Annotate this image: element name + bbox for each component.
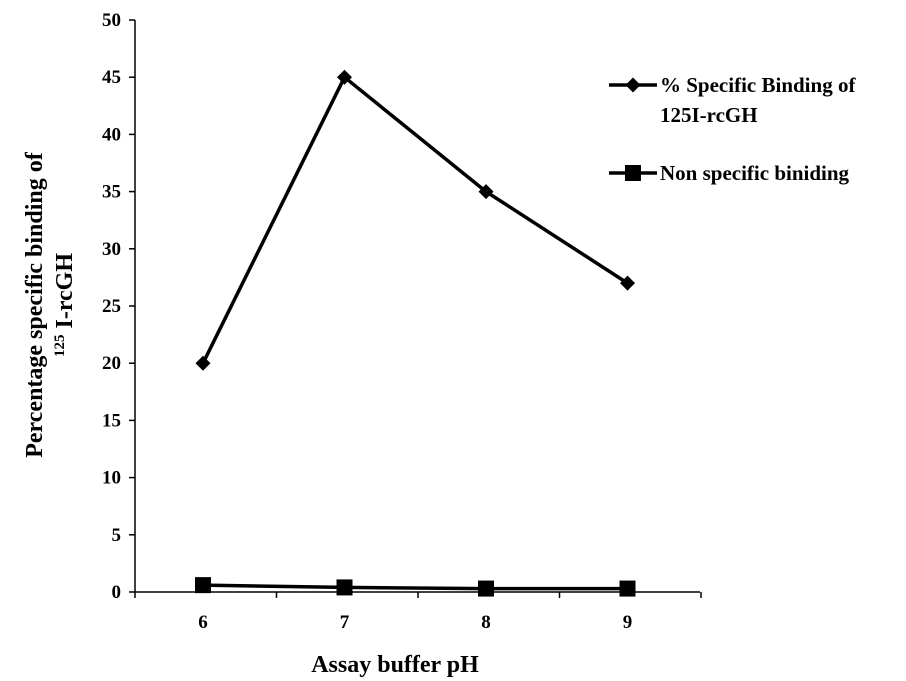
x-tick-label: 7 xyxy=(340,612,350,633)
y-axis-title: Percentage specific binding of 125 I-rcG… xyxy=(22,151,78,458)
data-point xyxy=(619,580,636,597)
axes xyxy=(129,19,702,598)
series-2 xyxy=(195,577,636,597)
y-tick-label: 45 xyxy=(102,67,121,88)
y-axis-title-line1: Percentage specific binding of xyxy=(22,151,48,458)
data-point xyxy=(337,69,352,85)
tick-labels: 0 5 10 15 20 25 30 35 40 45 50 6 7 8 9 xyxy=(102,10,632,633)
series-line xyxy=(201,75,629,364)
series-layer xyxy=(195,69,636,597)
legend-diamond-marker xyxy=(625,77,641,93)
y-tick-label: 0 xyxy=(112,582,122,603)
y-tick-label: 15 xyxy=(102,410,121,431)
data-point xyxy=(478,580,494,597)
y-tick-label: 50 xyxy=(102,10,121,31)
legend: % Specific Binding of 125I-rcGH Non specif… xyxy=(609,73,856,185)
y-tick-label: 35 xyxy=(102,182,121,203)
y-tick-label: 40 xyxy=(102,124,121,145)
data-point xyxy=(195,577,211,594)
y-axis-title-main: I-rcGH xyxy=(52,253,78,335)
y-tick-label: 25 xyxy=(102,296,121,317)
data-point xyxy=(336,579,353,596)
x-tick-label: 6 xyxy=(198,612,208,633)
legend-label: Non specific biniding xyxy=(660,161,850,185)
y-tick-label: 30 xyxy=(102,239,121,260)
data-point xyxy=(195,355,211,371)
legend-label: 125I-rcGH xyxy=(660,103,758,127)
legend-square-marker xyxy=(625,165,641,181)
series-1 xyxy=(195,69,635,371)
x-tick-label: 8 xyxy=(481,612,491,633)
series-line xyxy=(202,583,628,591)
y-tick-label: 20 xyxy=(102,353,121,374)
y-tick-label: 5 xyxy=(112,525,122,546)
legend-entry-1: % Specific Binding of 125I-rcGH xyxy=(609,73,856,127)
y-tick-label: 10 xyxy=(102,468,121,489)
data-point xyxy=(478,184,494,200)
y-axis-title-line2: 125 I-rcGH xyxy=(52,253,78,357)
legend-entry-2: Non specific biniding xyxy=(609,161,850,185)
y-axis-title-superscript: 125 xyxy=(52,335,68,358)
data-point xyxy=(620,275,635,291)
legend-label: % Specific Binding of xyxy=(660,73,856,97)
x-tick-label: 9 xyxy=(623,612,633,633)
x-axis-title: Assay buffer pH xyxy=(311,652,479,678)
